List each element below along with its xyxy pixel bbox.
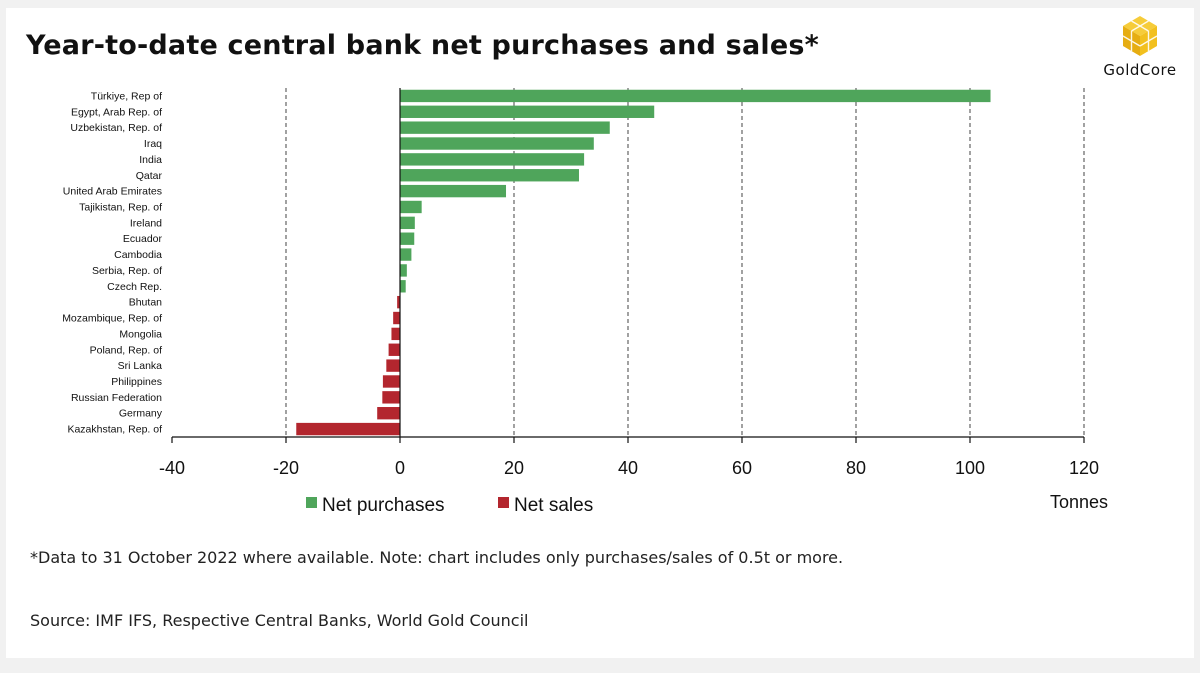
bar <box>400 105 655 118</box>
x-tick-label: -40 <box>159 458 185 478</box>
x-tick-label: 20 <box>504 458 524 478</box>
category-label: Germany <box>119 408 163 420</box>
brand-name: GoldCore <box>1103 61 1177 79</box>
bar <box>400 232 415 245</box>
category-label: Türkiye, Rep of <box>91 90 162 102</box>
bar <box>388 343 400 356</box>
gold-cube-icon <box>1122 16 1158 56</box>
bar <box>393 311 400 325</box>
category-label: Tajikistan, Rep. of <box>79 201 162 213</box>
category-label: Uzbekistan, Rep. of <box>70 122 162 134</box>
bar <box>400 137 594 150</box>
bar-chart: Türkiye, Rep of Egypt, Arab Rep. of Uzbeki… <box>62 88 1108 516</box>
bar <box>296 422 400 436</box>
category-label: Poland, Rep. of <box>90 344 162 356</box>
bar <box>397 295 400 309</box>
x-tick-label: 60 <box>732 458 752 478</box>
category-label: Iraq <box>144 138 162 150</box>
category-label: Cambodia <box>114 249 162 261</box>
category-label: Ecuador <box>123 233 163 245</box>
legend-label: Net sales <box>514 495 593 516</box>
x-tick-label: 0 <box>395 458 405 478</box>
bar <box>400 200 422 214</box>
bar <box>400 121 610 134</box>
bar <box>386 359 400 372</box>
category-label: Serbia, Rep. of <box>92 265 162 277</box>
bar <box>400 184 507 198</box>
category-label: Bhutan <box>129 297 162 309</box>
legend-swatch <box>498 497 509 508</box>
chart-source: Source: IMF IFS, Respective Central Bank… <box>30 611 529 630</box>
legend-swatch <box>306 497 317 508</box>
bar <box>391 327 400 341</box>
x-axis-label: Tonnes <box>1050 492 1108 512</box>
bar <box>400 216 415 230</box>
bar <box>400 280 406 293</box>
category-label: India <box>139 154 162 166</box>
bar <box>382 375 400 388</box>
bar <box>377 407 400 420</box>
bar <box>382 391 400 404</box>
bar <box>400 264 407 277</box>
category-label: Mozambique, Rep. of <box>62 313 162 325</box>
bar <box>400 248 412 261</box>
chart-footnote: *Data to 31 October 2022 where available… <box>30 548 844 567</box>
legend-label: Net purchases <box>322 495 445 516</box>
bar <box>400 89 991 103</box>
category-label: Mongolia <box>119 328 162 340</box>
x-tick-label: 80 <box>846 458 866 478</box>
category-label: United Arab Emirates <box>63 186 162 198</box>
x-tick-label: 100 <box>955 458 985 478</box>
x-tick-label: 120 <box>1069 458 1099 478</box>
bar <box>400 169 579 182</box>
x-tick-label: -20 <box>273 458 299 478</box>
category-label: Ireland <box>130 217 162 229</box>
category-label: Sri Lanka <box>118 360 163 372</box>
category-label: Kazakhstan, Rep. of <box>67 424 162 436</box>
category-label: Egypt, Arab Rep. of <box>71 106 162 118</box>
category-label: Philippines <box>111 376 162 388</box>
page-title: Year-to-date central bank net purchases … <box>26 30 819 61</box>
category-label: Russian Federation <box>71 392 162 404</box>
category-label: Qatar <box>136 170 163 182</box>
brand-logo: GoldCore <box>1090 12 1190 82</box>
bar <box>400 153 585 166</box>
category-label: Czech Rep. <box>107 281 162 293</box>
x-tick-label: 40 <box>618 458 638 478</box>
